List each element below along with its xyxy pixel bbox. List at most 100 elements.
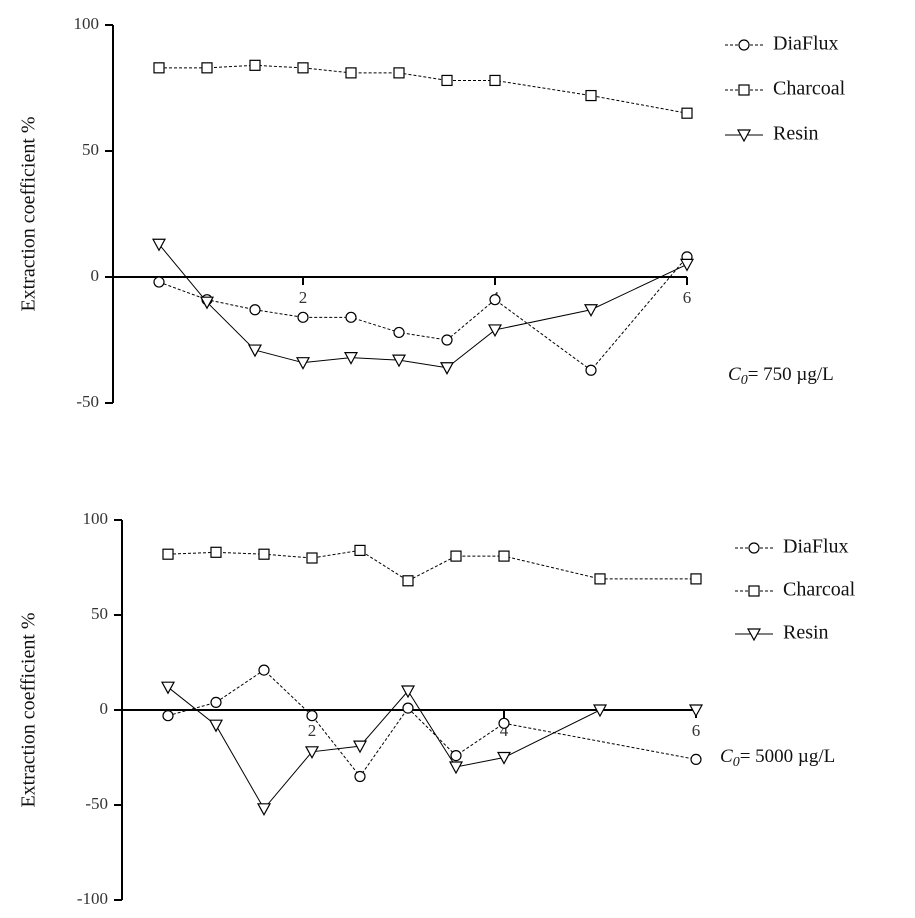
y-tick-label: 50 (82, 140, 99, 159)
point (162, 548, 174, 560)
point (585, 364, 597, 376)
point (201, 62, 213, 74)
point (249, 304, 261, 316)
point (210, 696, 222, 709)
legend-label: DiaFlux (783, 536, 849, 558)
y-tick-label: -100 (77, 889, 108, 908)
point (345, 67, 357, 79)
point (393, 67, 405, 79)
point (592, 704, 608, 718)
x-tick-label: 4 (500, 721, 509, 740)
point (393, 326, 405, 339)
point (256, 803, 272, 817)
y-tick-label: 100 (74, 14, 100, 33)
point (690, 753, 702, 766)
point (352, 740, 368, 754)
series (162, 544, 702, 587)
point (199, 296, 215, 310)
point (489, 74, 501, 87)
point (354, 770, 366, 783)
line (159, 64, 688, 114)
point (258, 548, 270, 560)
point (441, 334, 453, 346)
point (681, 107, 693, 119)
series (151, 238, 695, 375)
line (158, 256, 688, 371)
y-tick-label: -50 (76, 392, 99, 411)
point (585, 89, 597, 102)
point (295, 357, 311, 370)
point (247, 344, 263, 358)
point (489, 294, 501, 306)
y-tick-label: -50 (85, 794, 108, 813)
point (690, 573, 702, 585)
y-tick-label: 100 (83, 509, 109, 528)
point (306, 710, 318, 722)
annotation-symbol: C (728, 364, 741, 385)
annotation-text: = 5000 µg/L (740, 746, 836, 767)
legend-marker (738, 84, 750, 96)
point (487, 324, 503, 338)
point (679, 258, 695, 272)
annotation-subscript: 0 (733, 755, 740, 770)
point (297, 311, 309, 323)
point (450, 550, 462, 562)
point (208, 719, 224, 733)
point (306, 552, 318, 564)
y-tick-label: 0 (100, 699, 109, 718)
line (158, 243, 688, 369)
legend-marker (748, 585, 760, 597)
point (297, 62, 309, 74)
point (498, 550, 510, 562)
x-tick-label: 6 (683, 288, 692, 307)
annotation: C0= 750 µg/L (728, 364, 834, 388)
point (498, 717, 510, 729)
line (167, 549, 696, 582)
point (402, 575, 414, 587)
point (450, 749, 462, 762)
point (441, 74, 453, 87)
legend-marker (736, 129, 752, 143)
y-tick-label: 0 (91, 266, 100, 285)
point (249, 59, 261, 71)
point (343, 352, 359, 365)
point (496, 751, 512, 765)
point (345, 311, 357, 323)
y-tick-label: 50 (91, 604, 108, 623)
point (151, 238, 167, 252)
legend-marker (738, 39, 750, 51)
line (167, 669, 697, 778)
point (354, 544, 366, 557)
point (400, 685, 416, 699)
legend-label: Resin (783, 622, 829, 644)
point (688, 704, 704, 718)
series (153, 59, 693, 119)
annotation-symbol: C (720, 746, 733, 767)
legend-label: Charcoal (783, 579, 856, 601)
legend-label: Resin (773, 123, 819, 145)
series (160, 681, 704, 817)
point (258, 664, 270, 676)
y-axis-label: Extraction coefficient % (18, 116, 40, 311)
x-tick-label: 6 (692, 721, 701, 740)
series (162, 664, 702, 783)
annotation-text: = 750 µg/L (748, 364, 834, 385)
x-tick-label: 2 (299, 288, 308, 307)
x-tick-label: 2 (308, 721, 317, 740)
point (160, 681, 176, 695)
legend-label: DiaFlux (773, 33, 839, 55)
point (391, 354, 407, 368)
legend-marker (748, 542, 760, 554)
point (304, 746, 320, 760)
point (448, 761, 464, 775)
annotation-subscript: 0 (741, 373, 748, 388)
line (167, 686, 696, 810)
point (594, 573, 606, 585)
point (439, 362, 455, 375)
legend-label: Charcoal (773, 78, 846, 100)
point (210, 546, 222, 558)
point (402, 702, 414, 714)
point (153, 276, 165, 288)
series (153, 251, 693, 376)
